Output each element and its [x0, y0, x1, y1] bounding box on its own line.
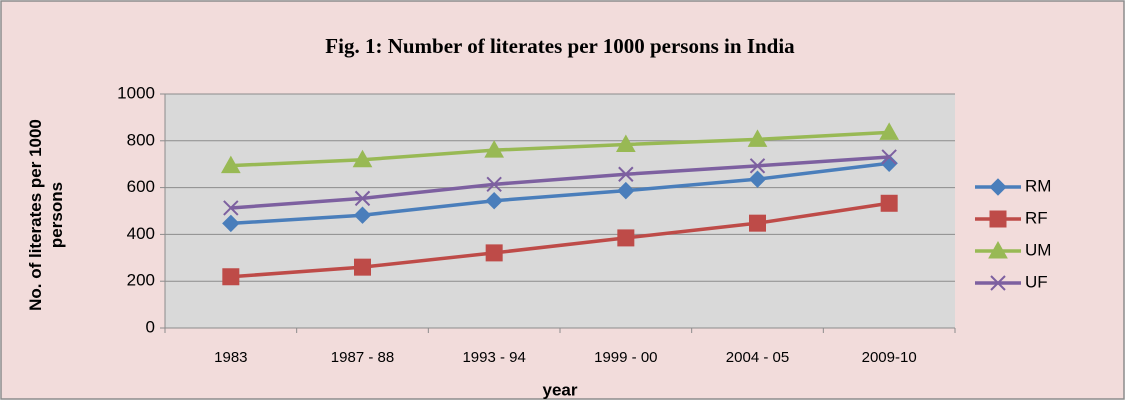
marker [879, 122, 900, 140]
marker [484, 140, 505, 158]
marker [749, 214, 766, 232]
marker [485, 191, 503, 210]
marker [749, 158, 766, 174]
marker [989, 210, 1007, 228]
y-axis-title-box: No. of literates per 1000 persons [26, 119, 66, 311]
marker [354, 258, 371, 276]
x-tick-label: 1999 - 00 [594, 349, 657, 366]
y-tick-label: 200 [127, 271, 155, 290]
marker [352, 149, 373, 168]
marker [881, 149, 897, 165]
marker [353, 206, 372, 224]
x-tick-label: 1993 - 94 [462, 349, 525, 366]
x-axis-title: year [543, 380, 578, 399]
marker [880, 154, 898, 172]
y-tick-label: 0 [146, 317, 155, 336]
marker [747, 129, 768, 147]
marker [220, 155, 241, 174]
marker [615, 134, 636, 153]
marker [222, 214, 240, 233]
marker [486, 176, 502, 193]
marker [880, 194, 898, 212]
x-tick-label: 1987 - 88 [331, 349, 394, 366]
legend-label: RM [1025, 176, 1051, 195]
y-tick-label: 1000 [117, 83, 155, 102]
series-line [230, 155, 890, 210]
marker [748, 170, 767, 188]
marker [618, 166, 634, 182]
series-line [230, 130, 890, 168]
chart-title: Fig. 1: Number of literates per 1000 per… [325, 34, 795, 58]
x-tick-label: 2004 - 05 [726, 349, 789, 366]
marker [990, 275, 1006, 291]
x-tick-label: 2009-10 [862, 349, 917, 366]
marker [485, 244, 503, 262]
series-line [230, 161, 890, 226]
marker [222, 268, 240, 286]
marker [617, 181, 635, 200]
legend-label: UF [1025, 272, 1048, 291]
marker [223, 200, 239, 216]
marker [988, 240, 1008, 259]
marker [354, 190, 371, 207]
y-tick-label: 400 [127, 224, 155, 243]
series-line [230, 201, 890, 279]
y-axis-title: No. of literates per 1000 persons [26, 119, 66, 311]
y-tick-label: 800 [127, 130, 155, 149]
marker [989, 178, 1007, 196]
y-tick-label: 600 [127, 177, 155, 196]
legend-label: UM [1025, 240, 1051, 259]
x-tick-label: 1983 [214, 349, 247, 366]
legend-label: RF [1025, 208, 1048, 227]
marker [617, 229, 635, 247]
plot-area [165, 94, 955, 328]
